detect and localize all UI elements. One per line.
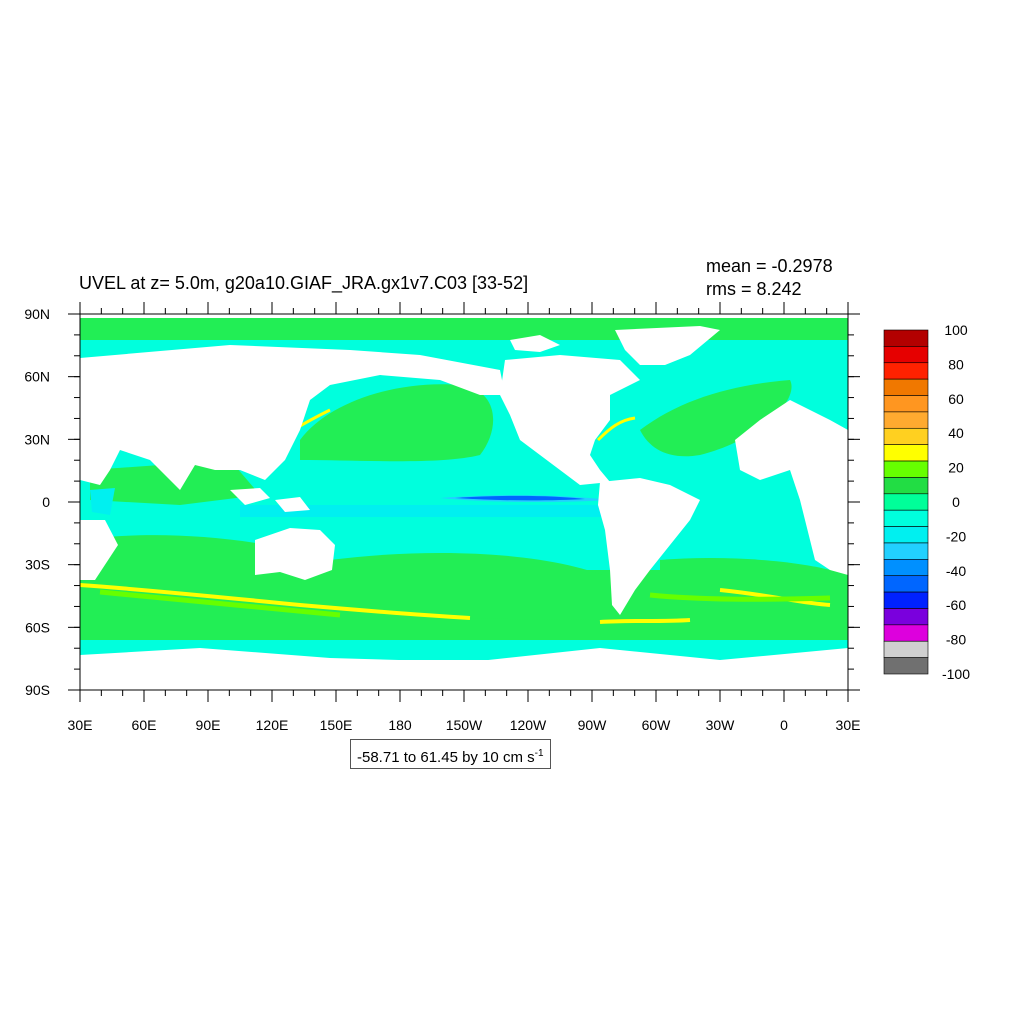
colorbar-swatch xyxy=(883,378,929,396)
lon-label: 90E xyxy=(196,717,221,733)
lon-label: 60E xyxy=(132,717,157,733)
latitude-labels: 90N 60N 30N 0 30S 60S 90S xyxy=(24,306,50,698)
colorbar-label: 80 xyxy=(948,356,964,372)
plot-title: UVEL at z= 5.0m, g20a10.GIAF_JRA.gx1v7.C… xyxy=(79,273,529,293)
colorbar-label: -20 xyxy=(946,528,966,544)
colorbar-swatch xyxy=(883,575,929,593)
lon-label: 30E xyxy=(68,717,93,733)
lon-label: 120W xyxy=(510,717,547,733)
lon-label: 30W xyxy=(706,717,736,733)
colorbar-swatch xyxy=(883,640,929,658)
colorbar-label: 20 xyxy=(948,460,964,476)
colorbar-swatch xyxy=(883,477,929,495)
colorbar-label: -40 xyxy=(946,563,966,579)
lat-label: 30S xyxy=(25,557,50,573)
colorbar-swatch xyxy=(883,657,929,675)
lon-label: 0 xyxy=(780,717,788,733)
map-plot-area xyxy=(80,314,848,690)
colorbar xyxy=(883,329,929,675)
colorbar-swatch xyxy=(883,493,929,511)
colorbar-swatch xyxy=(883,509,929,527)
lat-label: 60S xyxy=(25,619,50,635)
colorbar-swatch xyxy=(883,624,929,642)
lon-label: 60W xyxy=(642,717,672,733)
colorbar-swatch xyxy=(883,362,929,380)
colorbar-label: 40 xyxy=(948,425,964,441)
lon-label: 30E xyxy=(836,717,861,733)
colorbar-swatch xyxy=(883,411,929,429)
lon-label: 150W xyxy=(446,717,483,733)
colorbar-label: -100 xyxy=(942,666,970,682)
colorbar-label: -60 xyxy=(946,597,966,613)
colorbar-swatch xyxy=(883,444,929,462)
mean-value: mean = -0.2978 xyxy=(706,256,833,276)
rms-value: rms = 8.242 xyxy=(706,279,802,299)
lon-label: 180 xyxy=(388,717,412,733)
colorbar-label: -80 xyxy=(946,632,966,648)
colorbar-label: 60 xyxy=(948,391,964,407)
colorbar-label: 0 xyxy=(952,494,960,510)
colorbar-swatch xyxy=(883,395,929,413)
colorbar-label: 100 xyxy=(944,322,968,338)
colorbar-swatch xyxy=(883,329,929,347)
lat-label: 90S xyxy=(25,682,50,698)
colorbar-swatch xyxy=(883,427,929,445)
unit-exponent: -1 xyxy=(534,748,544,759)
lat-label: 90N xyxy=(24,306,50,322)
lon-label: 90W xyxy=(578,717,608,733)
colorbar-labels: 100 80 60 40 20 0 -20 -40 -60 -80 -100 xyxy=(942,322,970,682)
lat-label: 0 xyxy=(42,494,50,510)
lon-label: 120E xyxy=(256,717,289,733)
colorbar-swatch xyxy=(883,559,929,577)
lat-label: 30N xyxy=(24,431,50,447)
contour-info-text: -58.71 to 61.45 by 10 cm s xyxy=(357,749,535,766)
longitude-labels: 30E 60E 90E 120E 150E 180 150W 120W 90W 60W 30W 0 30… xyxy=(68,717,861,733)
contour-info-box: -58.71 to 61.45 by 10 cm s-1 xyxy=(350,739,551,769)
lat-label: 60N xyxy=(24,369,50,385)
colorbar-swatch xyxy=(883,346,929,364)
lon-label: 150E xyxy=(320,717,353,733)
colorbar-swatch xyxy=(883,460,929,478)
ocean-field xyxy=(80,318,848,660)
colorbar-swatch xyxy=(883,608,929,626)
colorbar-swatch xyxy=(883,526,929,544)
land-masses xyxy=(80,326,848,690)
colorbar-swatch xyxy=(883,542,929,560)
axis-ticks xyxy=(68,302,860,702)
colorbar-swatch xyxy=(883,591,929,609)
